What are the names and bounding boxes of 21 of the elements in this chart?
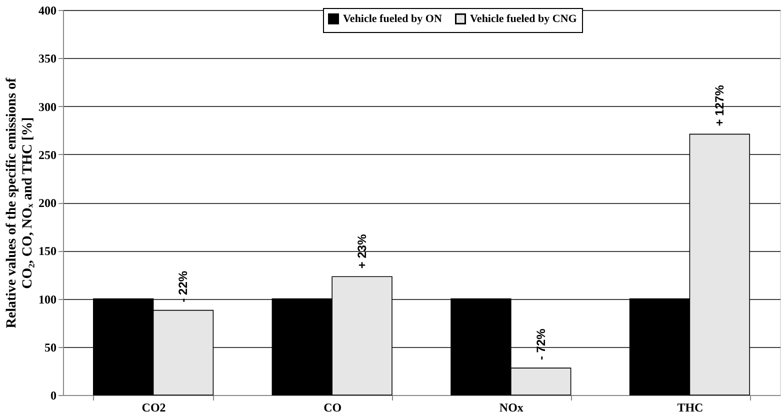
- y-tick-label: 100: [38, 292, 56, 306]
- annotation: + 23%: [355, 234, 370, 269]
- annotation: - 72%: [534, 328, 548, 360]
- x-tick-label: CO: [324, 400, 342, 414]
- y-tick-label: 400: [38, 4, 56, 18]
- y-tick-label: 50: [44, 340, 56, 354]
- x-tick-label: NOx: [499, 400, 524, 414]
- x-tick-label: THC: [677, 400, 704, 414]
- annotation: - 22%: [176, 270, 190, 302]
- y-tick-label: 250: [38, 148, 56, 162]
- text: CO₂, CO, NOₓ and THC [%]: [20, 117, 36, 289]
- text: Relative values of the specific emissions of: [4, 78, 20, 328]
- y-tick-label: 0: [50, 388, 56, 402]
- y-tick-label: 150: [38, 244, 56, 258]
- legend-label: Vehicle fueled by CNG: [470, 12, 578, 25]
- x-tick-label: CO2: [142, 400, 166, 414]
- legend-label: Vehicle fueled by ON: [343, 12, 442, 25]
- annotation: + 127%: [712, 84, 727, 126]
- y-tick-label: 350: [38, 52, 56, 66]
- y-tick-label: 300: [38, 100, 56, 114]
- y-tick-label: 200: [38, 196, 56, 210]
